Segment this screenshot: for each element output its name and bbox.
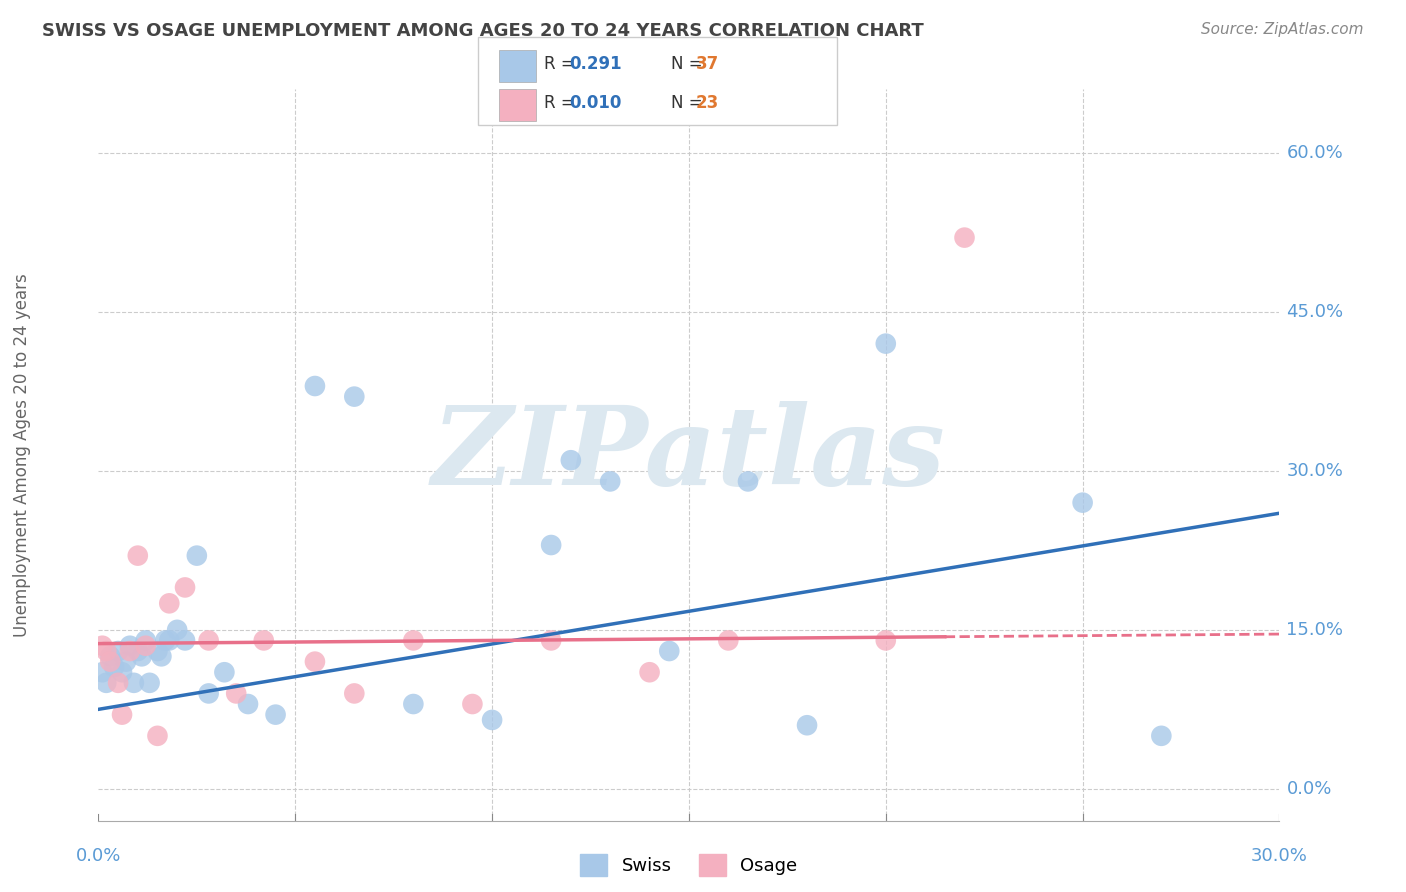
Text: ZIPatlas: ZIPatlas	[432, 401, 946, 508]
Point	[146, 644, 169, 658]
Text: 45.0%: 45.0%	[1286, 302, 1344, 321]
Point	[236, 697, 259, 711]
Text: 15.0%: 15.0%	[1286, 621, 1344, 639]
Point	[127, 549, 149, 563]
Point	[157, 633, 180, 648]
Text: 0.0%: 0.0%	[1286, 780, 1331, 797]
Text: 30.0%: 30.0%	[1286, 462, 1343, 480]
Text: 0.010: 0.010	[569, 95, 621, 112]
Point	[98, 655, 121, 669]
Point	[122, 676, 145, 690]
Point	[343, 686, 366, 700]
Text: R =: R =	[544, 55, 581, 73]
Text: 0.291: 0.291	[569, 55, 621, 73]
Point	[225, 686, 247, 700]
Text: Unemployment Among Ages 20 to 24 years: Unemployment Among Ages 20 to 24 years	[13, 273, 31, 637]
Text: 37: 37	[696, 55, 720, 73]
Point	[343, 390, 366, 404]
Point	[264, 707, 287, 722]
Point	[111, 665, 134, 680]
Point	[214, 665, 236, 680]
Point	[953, 230, 976, 244]
Point	[540, 538, 562, 552]
Point	[115, 655, 138, 669]
Point	[107, 676, 129, 690]
Text: N =: N =	[671, 55, 707, 73]
Point	[146, 729, 169, 743]
Point	[197, 686, 219, 700]
Point	[98, 649, 121, 664]
Text: SWISS VS OSAGE UNEMPLOYMENT AMONG AGES 20 TO 24 YEARS CORRELATION CHART: SWISS VS OSAGE UNEMPLOYMENT AMONG AGES 2…	[42, 22, 924, 40]
Point	[138, 676, 160, 690]
Point	[540, 633, 562, 648]
Point	[135, 639, 157, 653]
Point	[118, 644, 141, 658]
Point	[96, 676, 118, 690]
Point	[111, 707, 134, 722]
Point	[135, 633, 157, 648]
Point	[150, 649, 173, 664]
Legend: Swiss, Osage: Swiss, Osage	[575, 848, 803, 881]
Point	[166, 623, 188, 637]
Point	[118, 639, 141, 653]
Point	[599, 475, 621, 489]
Text: 23: 23	[696, 95, 720, 112]
Point	[875, 633, 897, 648]
Point	[875, 336, 897, 351]
Point	[96, 644, 118, 658]
Point	[91, 665, 114, 680]
Text: R =: R =	[544, 95, 581, 112]
Text: N =: N =	[671, 95, 707, 112]
Point	[796, 718, 818, 732]
Point	[1071, 495, 1094, 509]
Point	[197, 633, 219, 648]
Point	[402, 697, 425, 711]
Text: 60.0%: 60.0%	[1286, 144, 1343, 161]
Text: 30.0%: 30.0%	[1251, 847, 1308, 865]
Point	[157, 596, 180, 610]
Point	[103, 660, 125, 674]
Point	[304, 379, 326, 393]
Point	[127, 644, 149, 658]
Point	[658, 644, 681, 658]
Point	[174, 633, 197, 648]
Point	[717, 633, 740, 648]
Point	[481, 713, 503, 727]
Point	[304, 655, 326, 669]
Point	[174, 581, 197, 595]
Point	[402, 633, 425, 648]
Point	[107, 644, 129, 658]
Point	[91, 639, 114, 653]
Point	[737, 475, 759, 489]
Point	[253, 633, 276, 648]
Point	[155, 633, 177, 648]
Point	[461, 697, 484, 711]
Point	[560, 453, 582, 467]
Point	[131, 649, 153, 664]
Text: Source: ZipAtlas.com: Source: ZipAtlas.com	[1201, 22, 1364, 37]
Point	[186, 549, 208, 563]
Point	[638, 665, 661, 680]
Point	[1150, 729, 1173, 743]
Text: 0.0%: 0.0%	[76, 847, 121, 865]
